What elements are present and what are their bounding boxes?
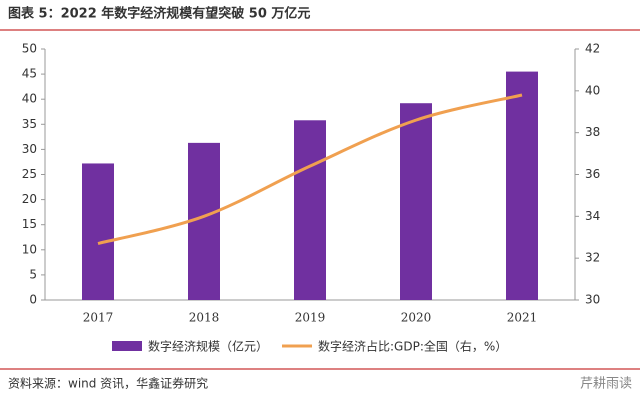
legend-label: 数字经济规模（亿元） bbox=[148, 339, 268, 354]
y2-tick-label: 34 bbox=[585, 209, 600, 223]
bar bbox=[294, 120, 326, 300]
y-tick-label: 40 bbox=[22, 92, 37, 106]
y-tick-label: 30 bbox=[22, 142, 37, 156]
y-tick-label: 45 bbox=[22, 67, 37, 81]
y2-tick-label: 30 bbox=[585, 293, 600, 307]
y2-tick-label: 42 bbox=[585, 42, 600, 56]
line bbox=[97, 93, 523, 245]
y-tick-label: 50 bbox=[22, 42, 37, 56]
y2-tick-label: 40 bbox=[585, 83, 600, 97]
x-tick-label: 2020 bbox=[401, 311, 432, 325]
y-tick-label: 5 bbox=[29, 267, 37, 281]
y-tick-label: 25 bbox=[22, 167, 37, 181]
bar bbox=[400, 103, 432, 300]
y-tick-label: 35 bbox=[22, 117, 37, 131]
y-tick-label: 15 bbox=[22, 217, 37, 231]
y-tick-label: 0 bbox=[29, 293, 37, 307]
x-tick-label: 2018 bbox=[189, 311, 220, 325]
x-tick-label: 2021 bbox=[507, 311, 538, 325]
y2-tick-label: 36 bbox=[585, 167, 600, 181]
chart-title: 图表 5：2022 年数字经济规模有望突破 50 万亿元 bbox=[8, 6, 310, 22]
legend-swatch bbox=[112, 341, 142, 351]
bar bbox=[82, 163, 114, 300]
y-tick-label: 20 bbox=[22, 192, 37, 206]
x-tick-label: 2019 bbox=[295, 311, 326, 325]
bar bbox=[506, 71, 538, 300]
legend-label: 数字经济占比:GDP:全国（右，%） bbox=[318, 339, 507, 354]
x-tick-label: 2017 bbox=[83, 311, 114, 325]
source: 资料来源：wind 资讯，华鑫证券研究 bbox=[8, 376, 208, 391]
y2-tick-label: 38 bbox=[585, 125, 600, 139]
y-tick-label: 10 bbox=[22, 242, 37, 256]
y2-tick-label: 32 bbox=[585, 251, 600, 265]
watermark: 芹耕雨读 bbox=[580, 376, 632, 392]
